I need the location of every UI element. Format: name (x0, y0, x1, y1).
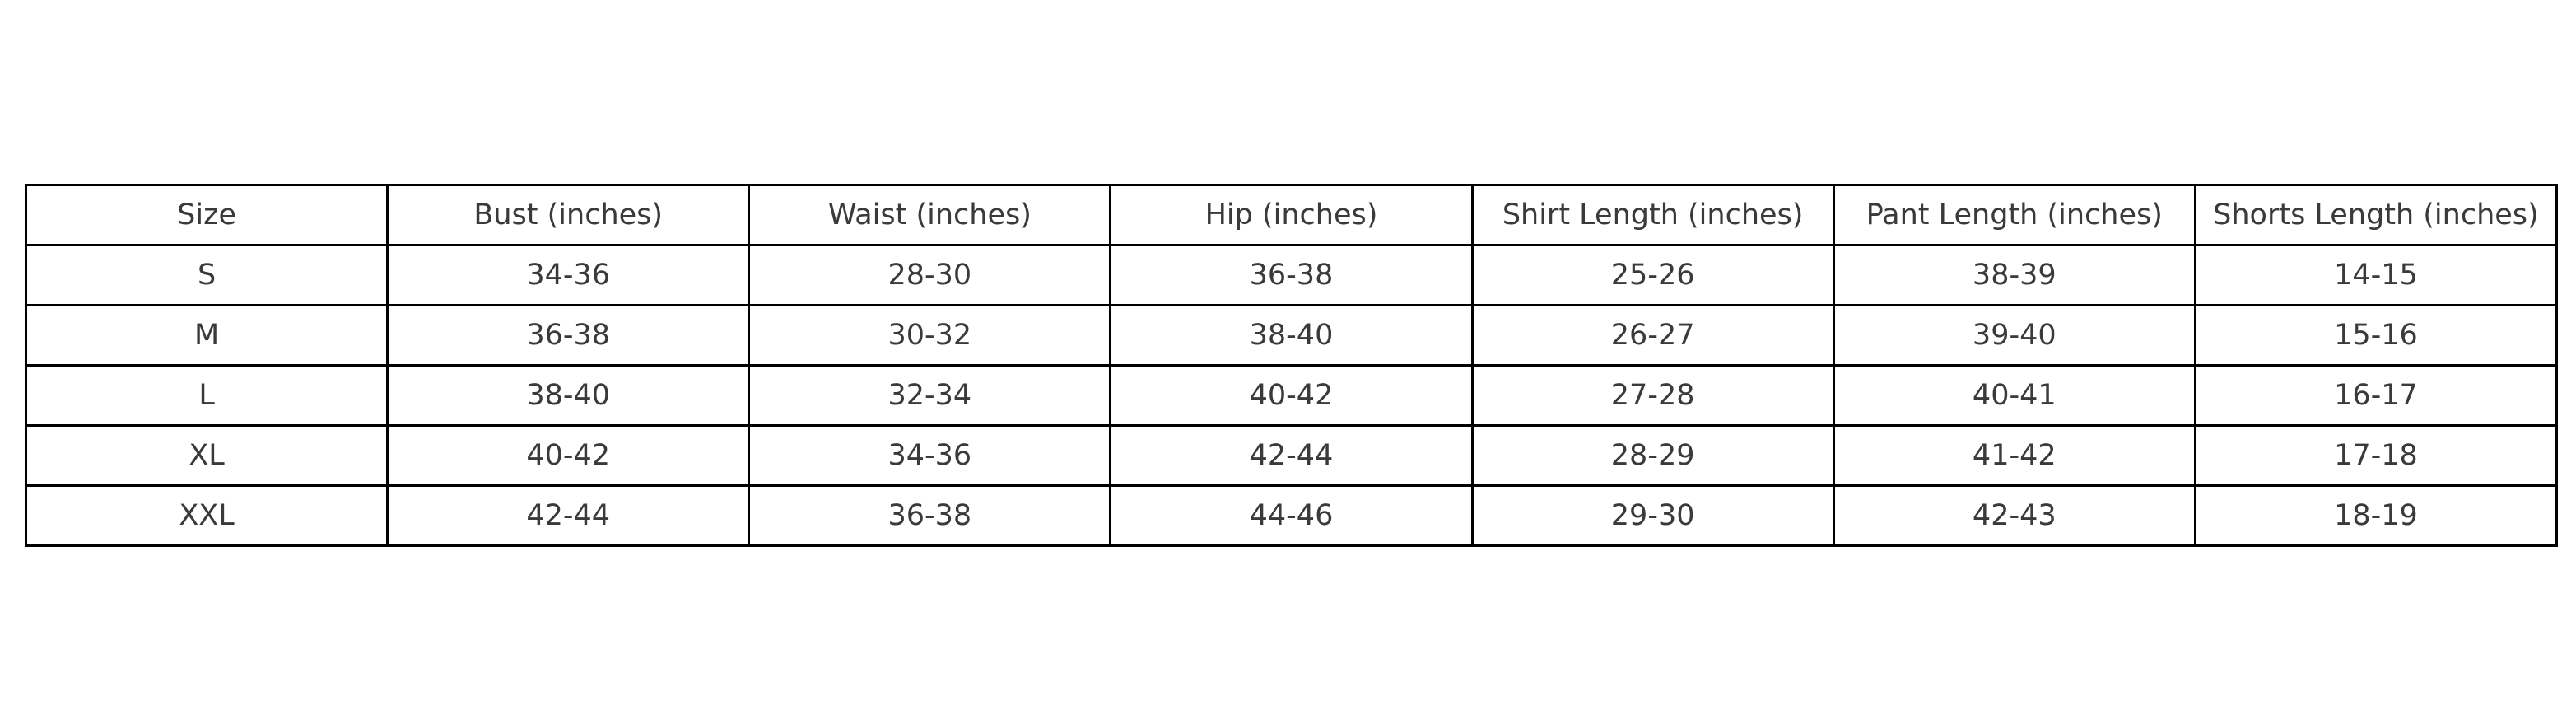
table-cell: 42-44 (386, 484, 751, 547)
table-cell: L (24, 364, 389, 427)
table-row-m: M 36-38 30-32 38-40 26-27 39-40 15-16 (24, 304, 2559, 367)
table-cell: M (24, 304, 389, 367)
table-cell: 18-19 (2193, 484, 2559, 547)
header-cell-shirt-length: Shirt Length (inches) (1470, 184, 1835, 246)
table-cell: 36-38 (1109, 244, 1474, 306)
table-cell: 38-39 (1832, 244, 2196, 306)
size-chart-table: Size Bust (inches) Waist (inches) Hip (i… (24, 184, 2559, 547)
table-cell: 28-30 (748, 244, 1112, 306)
table-cell: S (24, 244, 389, 306)
table-cell: 40-42 (1109, 364, 1474, 427)
header-cell-size: Size (24, 184, 389, 246)
table-cell: 25-26 (1470, 244, 1835, 306)
table-cell: 44-46 (1109, 484, 1474, 547)
table-cell: 38-40 (386, 364, 751, 427)
table-cell: 30-32 (748, 304, 1112, 367)
table-row-xl: XL 40-42 34-36 42-44 28-29 41-42 17-18 (24, 424, 2559, 487)
table-cell: 16-17 (2193, 364, 2559, 427)
table-cell: 42-44 (1109, 424, 1474, 487)
table-row-l: L 38-40 32-34 40-42 27-28 40-41 16-17 (24, 364, 2559, 427)
table-cell: 34-36 (748, 424, 1112, 487)
table-cell: 34-36 (386, 244, 751, 306)
table-row-xxl: XXL 42-44 36-38 44-46 29-30 42-43 18-19 (24, 484, 2559, 547)
header-cell-shorts-length: Shorts Length (inches) (2193, 184, 2559, 246)
table-cell: 40-42 (386, 424, 751, 487)
header-row: Size Bust (inches) Waist (inches) Hip (i… (24, 184, 2559, 246)
table-cell: 36-38 (748, 484, 1112, 547)
table-cell: 17-18 (2193, 424, 2559, 487)
table-row-s: S 34-36 28-30 36-38 25-26 38-39 14-15 (24, 244, 2559, 306)
header-cell-waist: Waist (inches) (748, 184, 1112, 246)
header-cell-bust: Bust (inches) (386, 184, 751, 246)
header-cell-pant-length: Pant Length (inches) (1832, 184, 2196, 246)
table-cell: XXL (24, 484, 389, 547)
table-cell: 29-30 (1470, 484, 1835, 547)
size-chart-header: Size Bust (inches) Waist (inches) Hip (i… (24, 184, 2559, 246)
size-chart-body: S 34-36 28-30 36-38 25-26 38-39 14-15 M … (24, 244, 2559, 547)
table-cell: 41-42 (1832, 424, 2196, 487)
table-cell: 32-34 (748, 364, 1112, 427)
table-cell: 39-40 (1832, 304, 2196, 367)
table-cell: XL (24, 424, 389, 487)
table-cell: 36-38 (386, 304, 751, 367)
table-cell: 28-29 (1470, 424, 1835, 487)
table-cell: 14-15 (2193, 244, 2559, 306)
table-cell: 26-27 (1470, 304, 1835, 367)
table-cell: 42-43 (1832, 484, 2196, 547)
table-cell: 40-41 (1832, 364, 2196, 427)
table-cell: 15-16 (2193, 304, 2559, 367)
table-cell: 27-28 (1470, 364, 1835, 427)
header-cell-hip: Hip (inches) (1109, 184, 1474, 246)
table-cell: 38-40 (1109, 304, 1474, 367)
